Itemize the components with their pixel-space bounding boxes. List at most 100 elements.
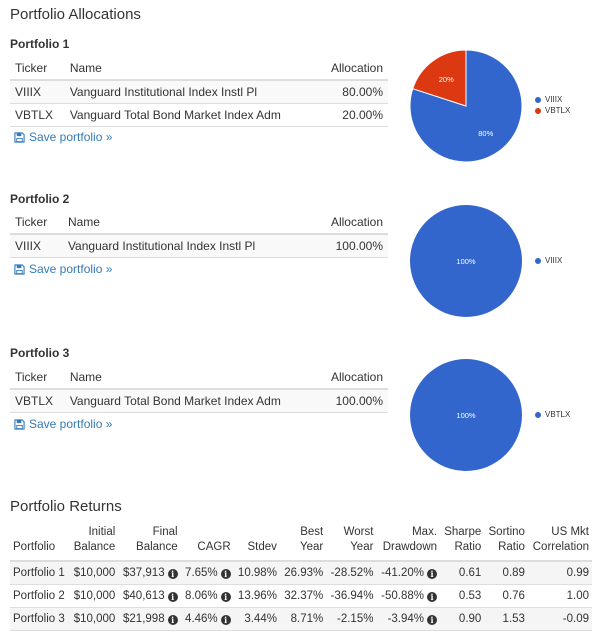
table-row: VIIIX Vanguard Institutional Index Instl… (10, 234, 388, 258)
sharpe-cell: 0.90 (440, 607, 485, 631)
info-icon[interactable]: i (220, 568, 231, 579)
corr-cell: 0.99 (527, 561, 592, 585)
portfolio-1-legend: VIIIX VBTLX (535, 94, 570, 116)
info-icon[interactable]: i (167, 568, 178, 579)
portfolio-3-table: Ticker Name Allocation VBTLX Vanguard To… (10, 365, 388, 413)
legend-swatch (535, 96, 541, 103)
save-label: Save portfolio » (29, 417, 113, 431)
stdev-cell: 13.96% (233, 584, 280, 608)
pie-slice-viiix (410, 205, 522, 317)
table-row: VIIIX Vanguard Institutional Index Instl… (10, 80, 388, 104)
returns-column-header: Worst Year (326, 525, 377, 562)
info-icon[interactable]: i (427, 568, 438, 579)
portfolio-2-pie-chart: 100% (410, 205, 522, 317)
sortino-cell: 0.76 (484, 584, 528, 608)
portfolio-3-legend: VBTLX (535, 409, 570, 420)
allocation-header: Allocation (317, 56, 388, 81)
save-icon (14, 263, 25, 275)
worst-cell: -28.52% (326, 561, 377, 585)
name-cell: Vanguard Institutional Index Instl Pl (64, 80, 318, 104)
portfolio-cell: Portfolio 2 (10, 584, 70, 608)
info-icon[interactable]: i (220, 591, 231, 602)
allocation-cell: 20.00% (317, 103, 388, 127)
returns-title: Portfolio Returns (10, 498, 122, 515)
info-icon[interactable]: i (167, 614, 178, 625)
final-cell: $21,998 i (118, 607, 181, 631)
allocation-header: Allocation (317, 365, 388, 390)
cagr-cell: 4.46% i (180, 607, 234, 631)
name-cell: Vanguard Institutional Index Instl Pl (62, 234, 311, 258)
save-label: Save portfolio » (29, 262, 113, 276)
pie-slice-vbtlx (412, 49, 467, 107)
allocation-cell: 100.00% (317, 389, 388, 413)
final-cell: $40,613 i (118, 584, 181, 608)
initial-cell: $10,000 (69, 607, 119, 631)
legend-swatch (535, 257, 541, 264)
final-cell: $37,913 i (118, 561, 181, 585)
legend-swatch (535, 107, 541, 114)
corr-cell: 1.00 (527, 584, 592, 608)
table-row: VBTLX Vanguard Total Bond Market Index A… (10, 389, 388, 413)
returns-column-header: Stdev (233, 525, 280, 562)
table-row: VBTLX Vanguard Total Bond Market Index A… (10, 103, 388, 127)
save-portfolio-3-link[interactable]: Save portfolio » (14, 417, 112, 431)
name-header: Name (64, 56, 318, 81)
ticker-cell: VIIIX (10, 80, 65, 104)
returns-column-header: US Mkt Correlation (527, 525, 592, 562)
drawdown-cell: -50.88% i (376, 584, 441, 608)
returns-header-row: Portfolio Initial Balance Final Balance CAGR S… (10, 525, 592, 562)
pie-slice-viiix (409, 49, 523, 163)
info-icon[interactable]: i (427, 591, 438, 602)
save-portfolio-2-link[interactable]: Save portfolio » (14, 262, 112, 276)
pie-slice-label: 20% (439, 75, 454, 84)
returns-column-header: Initial Balance (69, 525, 119, 562)
drawdown-cell: -3.94% i (376, 607, 441, 631)
worst-cell: -2.15% (326, 607, 377, 631)
pie-slice-label: 100% (456, 411, 476, 420)
portfolio-1-table: Ticker Name Allocation VIIIX Vanguard In… (10, 56, 388, 127)
table-row: Portfolio 1 $10,000 $37,913 i 7.65% i 10.98% 26… (10, 561, 592, 585)
returns-column-header: Sharpe Ratio (440, 525, 485, 562)
ticker-header: Ticker (10, 56, 65, 81)
best-cell: 32.37% (279, 584, 327, 608)
portfolio-2-title: Portfolio 2 (10, 192, 70, 206)
legend-item: VBTLX (535, 409, 570, 420)
info-icon[interactable]: i (220, 614, 231, 625)
name-cell: Vanguard Total Bond Market Index Adm (64, 389, 318, 413)
returns-table: Portfolio Initial Balance Final Balance CAGR S… (10, 525, 592, 631)
best-cell: 26.93% (279, 561, 327, 585)
sharpe-cell: 0.61 (440, 561, 485, 585)
legend-item: VBTLX (535, 105, 570, 116)
portfolio-cell: Portfolio 1 (10, 561, 70, 585)
returns-column-header: Max. Drawdown (376, 525, 441, 562)
allocation-header: Allocation (310, 210, 388, 235)
info-icon[interactable]: i (167, 591, 178, 602)
cagr-cell: 8.06% i (180, 584, 234, 608)
returns-column-header: Sortino Ratio (484, 525, 528, 562)
stdev-cell: 10.98% (233, 561, 280, 585)
name-cell: Vanguard Total Bond Market Index Adm (64, 103, 318, 127)
name-header: Name (64, 365, 318, 390)
returns-column-header: Portfolio (10, 525, 70, 562)
info-icon[interactable]: i (427, 614, 438, 625)
corr-cell: -0.09 (527, 607, 592, 631)
legend-label: VBTLX (545, 410, 571, 419)
ticker-cell: VBTLX (10, 103, 65, 127)
name-header: Name (62, 210, 311, 235)
best-cell: 8.71% (279, 607, 327, 631)
stdev-cell: 3.44% (233, 607, 280, 631)
sortino-cell: 1.53 (484, 607, 528, 631)
pie-slice-label: 100% (456, 257, 476, 266)
save-portfolio-1-link[interactable]: Save portfolio » (14, 130, 112, 144)
table-row: Portfolio 3 $10,000 $21,998 i 4.46% i 3.44% 8.7… (10, 607, 592, 631)
portfolio-3-pie-chart: 100% (410, 359, 522, 471)
ticker-header: Ticker (10, 365, 65, 390)
drawdown-cell: -41.20% i (376, 561, 441, 585)
portfolio-2-legend: VIIIX (535, 255, 562, 266)
ticker-cell: VBTLX (10, 389, 65, 413)
legend-label: VIIIX (545, 256, 563, 265)
legend-label: VBTLX (545, 106, 571, 115)
ticker-cell: VIIIX (10, 234, 63, 258)
portfolio-1-title: Portfolio 1 (10, 37, 70, 51)
returns-column-header: CAGR (180, 525, 234, 562)
